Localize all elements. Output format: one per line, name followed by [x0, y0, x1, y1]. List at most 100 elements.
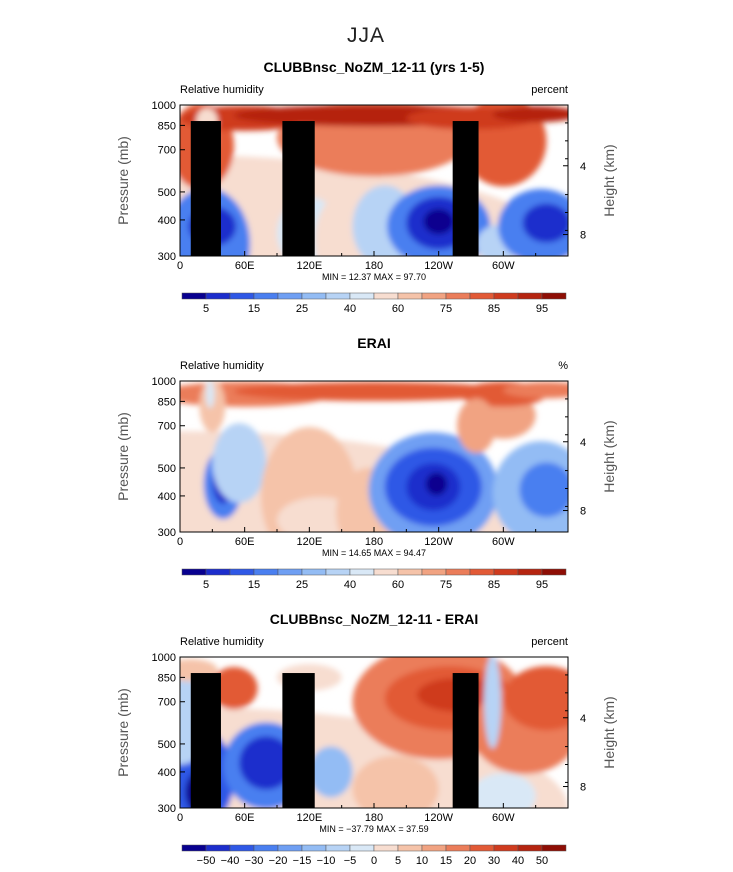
contour-region: [423, 208, 454, 235]
y-tick-label: 500: [158, 463, 176, 475]
panel-title: CLUBBnsc_NoZM_12-11 (yrs 1-5): [264, 59, 485, 75]
colorbar-label: 60: [392, 303, 404, 315]
panel-title: CLUBBnsc_NoZM_12-11 - ERAI: [270, 611, 479, 627]
x-tick-label: 120W: [424, 260, 453, 272]
x-tick-label: 0: [177, 536, 183, 548]
colorbar-swatch: [181, 292, 207, 300]
colorbar-swatch: [253, 292, 279, 300]
panel-1: CLUBBnsc_NoZM_12-11 (yrs 1-5)Relative hu…: [115, 59, 617, 315]
y-tick-label: 850: [158, 396, 176, 408]
colorbar-swatch: [229, 568, 255, 576]
y2-axis-title: Height (km): [601, 420, 617, 492]
colorbar-swatch: [373, 568, 399, 576]
colorbar-swatch: [229, 292, 255, 300]
left-label: Relative humidity: [180, 636, 264, 648]
contour-region: [233, 381, 515, 402]
x-tick-label: 120E: [296, 536, 322, 548]
colorbar-swatch: [205, 844, 231, 852]
colorbar-swatch: [421, 844, 447, 852]
right-label: %: [558, 360, 568, 372]
colorbar-label: −40: [221, 855, 240, 867]
colorbar-swatch: [541, 568, 567, 576]
y-axis-title: Pressure (mb): [115, 412, 131, 501]
contour-region: [503, 666, 568, 731]
colorbar-swatch: [445, 844, 471, 852]
y2-axis-title: Height (km): [601, 696, 617, 768]
colorbar-label: −50: [197, 855, 216, 867]
min-max-stats: MIN = 12.37 MAX = 97.70: [322, 272, 426, 282]
x-tick-label: 60E: [235, 260, 255, 272]
y2-tick-label: 4: [580, 713, 586, 725]
colorbar-label: 95: [536, 303, 548, 315]
colorbar-swatch: [493, 568, 519, 576]
colorbar-swatch: [301, 568, 327, 576]
colorbar-swatch: [277, 292, 303, 300]
colorbar-label: 20: [464, 855, 476, 867]
panel-title: ERAI: [357, 335, 390, 351]
colorbar-swatch: [373, 292, 399, 300]
x-tick-label: 180: [365, 812, 383, 824]
colorbar-swatch: [397, 292, 423, 300]
colorbar-swatch: [325, 568, 351, 576]
y-tick-label: 850: [158, 672, 176, 684]
figure-title: JJA: [347, 24, 385, 47]
contour-region: [492, 106, 568, 123]
right-label: percent: [531, 636, 568, 648]
left-label: Relative humidity: [180, 360, 264, 372]
y-tick-label: 300: [158, 803, 176, 815]
colorbar-label: 5: [395, 855, 401, 867]
colorbar-label: −15: [293, 855, 312, 867]
y-tick-label: 700: [158, 697, 176, 709]
topography-mask: [452, 121, 479, 256]
min-max-stats: MIN = −37.79 MAX = 37.59: [319, 824, 428, 834]
colorbar-swatch: [325, 292, 351, 300]
colorbar-swatch: [301, 292, 327, 300]
colorbar-swatch: [493, 292, 519, 300]
colorbar-swatch: [445, 568, 471, 576]
contour-region: [471, 772, 536, 808]
right-label: percent: [531, 84, 568, 96]
colorbar-swatch: [181, 568, 207, 576]
colorbar-swatch: [517, 844, 543, 852]
colorbar-label: 5: [203, 303, 209, 315]
colorbar-label: 30: [488, 855, 500, 867]
y-tick-label: 300: [158, 251, 176, 263]
colorbar-swatch: [301, 844, 327, 852]
colorbar-label: −20: [269, 855, 288, 867]
x-tick-label: 60W: [492, 536, 515, 548]
x-tick-label: 180: [365, 260, 383, 272]
colorbar-label: 85: [488, 579, 500, 591]
contour-region: [210, 667, 258, 710]
x-tick-label: 60W: [492, 260, 515, 272]
y-tick-label: 400: [158, 767, 176, 779]
colorbar-label: −10: [317, 855, 336, 867]
colorbar: 5 15 25 40 60 75 85 95: [181, 568, 567, 591]
colorbar-swatch: [397, 844, 423, 852]
topography-mask: [190, 673, 221, 808]
colorbar-swatch: [349, 568, 375, 576]
x-tick-label: 120E: [296, 260, 322, 272]
colorbar-label: 0: [371, 855, 377, 867]
colorbar-swatch: [469, 568, 495, 576]
colorbar-swatch: [541, 844, 567, 852]
x-tick-label: 60E: [235, 812, 255, 824]
colorbar-label: 75: [440, 303, 452, 315]
panel-3: CLUBBnsc_NoZM_12-11 - ERAI Relative humid…: [115, 611, 617, 867]
colorbar-swatch: [493, 844, 519, 852]
colorbar-swatch: [325, 844, 351, 852]
contour-region: [456, 398, 496, 454]
contour-region: [519, 462, 568, 518]
contour-region: [212, 423, 267, 503]
colorbar-swatch: [205, 568, 231, 576]
colorbar-label: 85: [488, 303, 500, 315]
contour-region: [309, 746, 353, 798]
colorbar-swatch: [517, 568, 543, 576]
colorbar-label: 15: [248, 303, 260, 315]
colorbar-swatch: [181, 844, 207, 852]
x-tick-label: 60E: [235, 536, 255, 548]
y-axis-title: Pressure (mb): [115, 136, 131, 225]
x-tick-label: 120W: [424, 812, 453, 824]
colorbar-label: 95: [536, 579, 548, 591]
topography-mask: [210, 124, 216, 257]
